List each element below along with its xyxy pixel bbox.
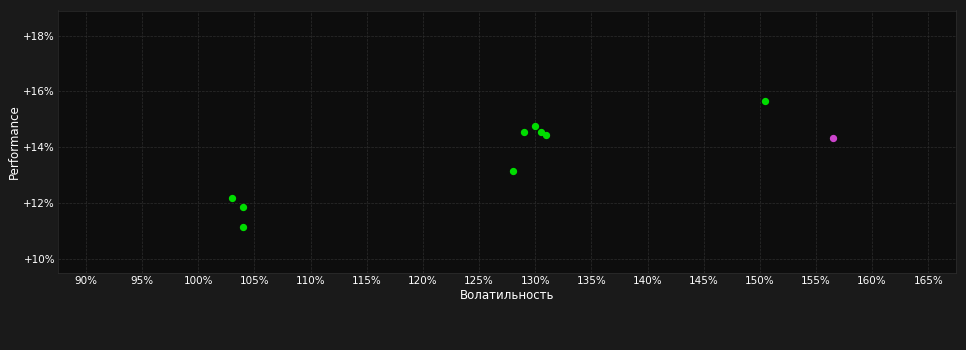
Point	[539, 132, 554, 138]
Point	[757, 98, 773, 104]
Point	[224, 195, 240, 201]
Point	[236, 204, 251, 210]
Point	[505, 168, 521, 174]
Point	[236, 224, 251, 230]
Point	[825, 135, 840, 140]
X-axis label: Волатильность: Волатильность	[460, 288, 554, 302]
Point	[533, 129, 549, 135]
Point	[516, 129, 531, 135]
Y-axis label: Performance: Performance	[8, 104, 20, 179]
Point	[527, 124, 543, 129]
